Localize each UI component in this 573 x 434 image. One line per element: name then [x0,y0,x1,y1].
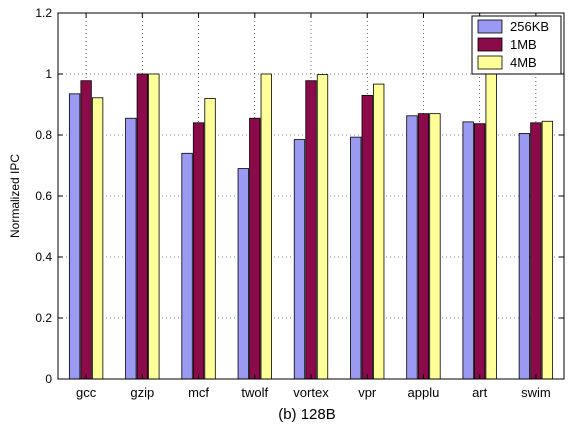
legend-label-256KB: 256KB [510,19,549,34]
y-tick-label: 1.2 [35,6,52,20]
y-tick-label: 1 [45,67,52,81]
bar-art-4MB [485,73,497,380]
bar-vortex-1MB [305,80,317,380]
bar-applu-4MB [429,113,441,380]
bar-mcf-1MB [192,122,205,380]
bar-applu-256KB [406,115,418,380]
bar-vpr-256KB [350,136,362,380]
legend-swatch-1MB [477,37,503,52]
bar-swim-1MB [530,122,542,380]
x-tick-label-twolf: twolf [241,385,268,400]
bar-gzip-4MB [148,73,160,380]
legend-label-1MB: 1MB [510,37,537,52]
chart-title: (b) 128B [278,406,336,423]
bar-gcc-4MB [91,97,104,380]
x-tick-label-applu: applu [408,385,440,400]
bar-vortex-256KB [293,139,306,380]
x-tick-label-vortex: vortex [293,385,329,400]
legend-label-4MB: 4MB [510,55,537,70]
bar-mcf-256KB [181,152,193,380]
x-tick-label-mcf: mcf [188,385,209,400]
x-tick-label-gzip: gzip [130,385,154,400]
bar-twolf-4MB [260,73,272,380]
x-tick-label-gcc: gcc [76,385,97,400]
bar-gzip-1MB [136,73,148,380]
y-tick-label: 0.8 [35,128,52,142]
y-axis-label: Normalized IPC [8,154,22,238]
y-tick-label: 0 [45,372,52,386]
legend-swatch-256KB [477,19,503,34]
y-tick-label: 0.2 [35,311,52,325]
legend: 256KB 1MB 4MB [471,15,562,75]
bar-applu-1MB [417,113,430,380]
bar-vpr-4MB [373,83,385,380]
y-tick-label: 0.4 [35,250,52,264]
x-tick-label-art: art [472,385,488,400]
bar-swim-256KB [518,133,531,380]
bar-art-1MB [474,123,486,380]
bar-swim-4MB [541,120,554,380]
bar-twolf-1MB [249,117,261,380]
x-tick-label-vpr: vpr [358,385,377,400]
ticks-layer: 0 0.2 0.4 0.6 0.8 1 1.2 gcc gzip mcf twolf vortex vp… [35,6,564,400]
bar-art-256KB [462,121,474,380]
bars-layer [68,73,554,380]
bar-vpr-1MB [361,94,373,380]
bar-gcc-1MB [80,80,92,380]
bar-gcc-256KB [68,93,81,380]
x-tick-label-swim: swim [521,385,551,400]
bar-gzip-256KB [125,117,137,380]
bar-vortex-4MB [316,74,329,380]
bar-twolf-256KB [237,168,249,380]
bar-mcf-4MB [204,98,216,380]
legend-swatch-4MB [477,55,503,70]
y-tick-label: 0.6 [35,189,52,203]
